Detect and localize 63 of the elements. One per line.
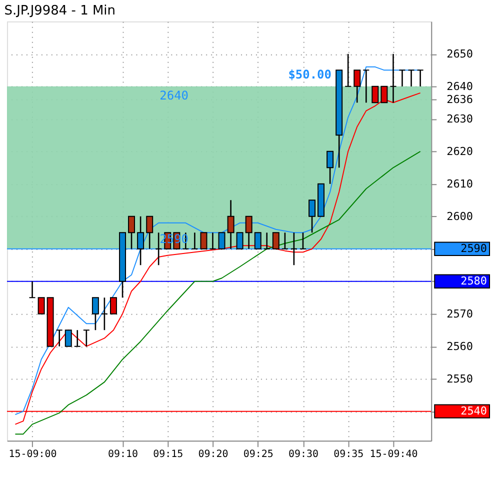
y-tick-label: 2560 (446, 340, 474, 353)
x-tick-label: 09:25 (243, 449, 274, 460)
annotation: 2640 (160, 88, 189, 102)
x-tick-label: 15-09:00 (8, 449, 57, 460)
annotation: $50.00 (288, 67, 332, 82)
candlestick (354, 70, 361, 104)
y-tick-label: 2640 (446, 80, 474, 93)
candlestick (74, 329, 81, 347)
x-tick-label: 09:10 (108, 449, 138, 460)
candlestick (272, 232, 280, 250)
x-tick-label: 09:15 (153, 449, 184, 460)
ref-line-label: 2580 (460, 274, 488, 288)
ref-line-label: 2590 (460, 242, 488, 255)
y-tick-label: 2620 (446, 144, 474, 158)
candlestick (281, 232, 288, 250)
candlestick (28, 280, 36, 298)
candlestick (254, 232, 262, 250)
x-tick-label: 15-09:40 (370, 449, 418, 460)
candlestick (191, 232, 198, 250)
candlestick (155, 232, 162, 266)
y-tick-label: 2650 (446, 47, 474, 60)
candlestick (38, 297, 45, 314)
candlestick (245, 216, 252, 250)
candlestick (137, 216, 144, 266)
y-tick-label: 2636 (446, 92, 474, 106)
candlestick (344, 53, 352, 88)
candlestick (64, 330, 72, 347)
candlestick (290, 232, 298, 266)
candlestick (100, 296, 108, 331)
x-tick-label: 09:35 (334, 449, 364, 460)
annotation: 2590 (160, 232, 189, 246)
candlestick (200, 232, 208, 250)
candlestick (308, 199, 316, 234)
candlestick (236, 232, 244, 250)
candlestick (227, 199, 234, 250)
candlestick (218, 232, 226, 250)
chart-title: S.JP.J9984 - 1 Min (4, 3, 116, 18)
candlestick (56, 329, 63, 347)
y-tick-label: 2570 (446, 307, 474, 320)
candlestick (408, 70, 415, 88)
candlestick (128, 216, 136, 250)
x-tick-label: 09:20 (198, 449, 228, 460)
y-tick-label: 2550 (446, 372, 474, 386)
candlestick (92, 296, 99, 331)
candlestick (362, 70, 370, 104)
candlestick (299, 232, 306, 250)
y-tick-label: 2630 (446, 112, 474, 126)
candlestick (326, 150, 334, 185)
x-tick-label: 09:30 (288, 449, 318, 460)
candlestick (380, 86, 388, 104)
candlestick (110, 297, 117, 314)
candlestick (398, 70, 406, 88)
candlestick (372, 86, 379, 104)
line-series (14, 150, 421, 435)
y-tick-label: 2600 (446, 210, 474, 223)
ref-line-label: 2540 (460, 404, 488, 418)
candlestick (82, 329, 90, 347)
y-tick-label: 2610 (446, 177, 474, 190)
candlestick (390, 53, 397, 104)
candlestick (209, 232, 216, 250)
candlestick (263, 232, 270, 250)
candlestick (146, 216, 154, 250)
candlestick (416, 70, 424, 88)
